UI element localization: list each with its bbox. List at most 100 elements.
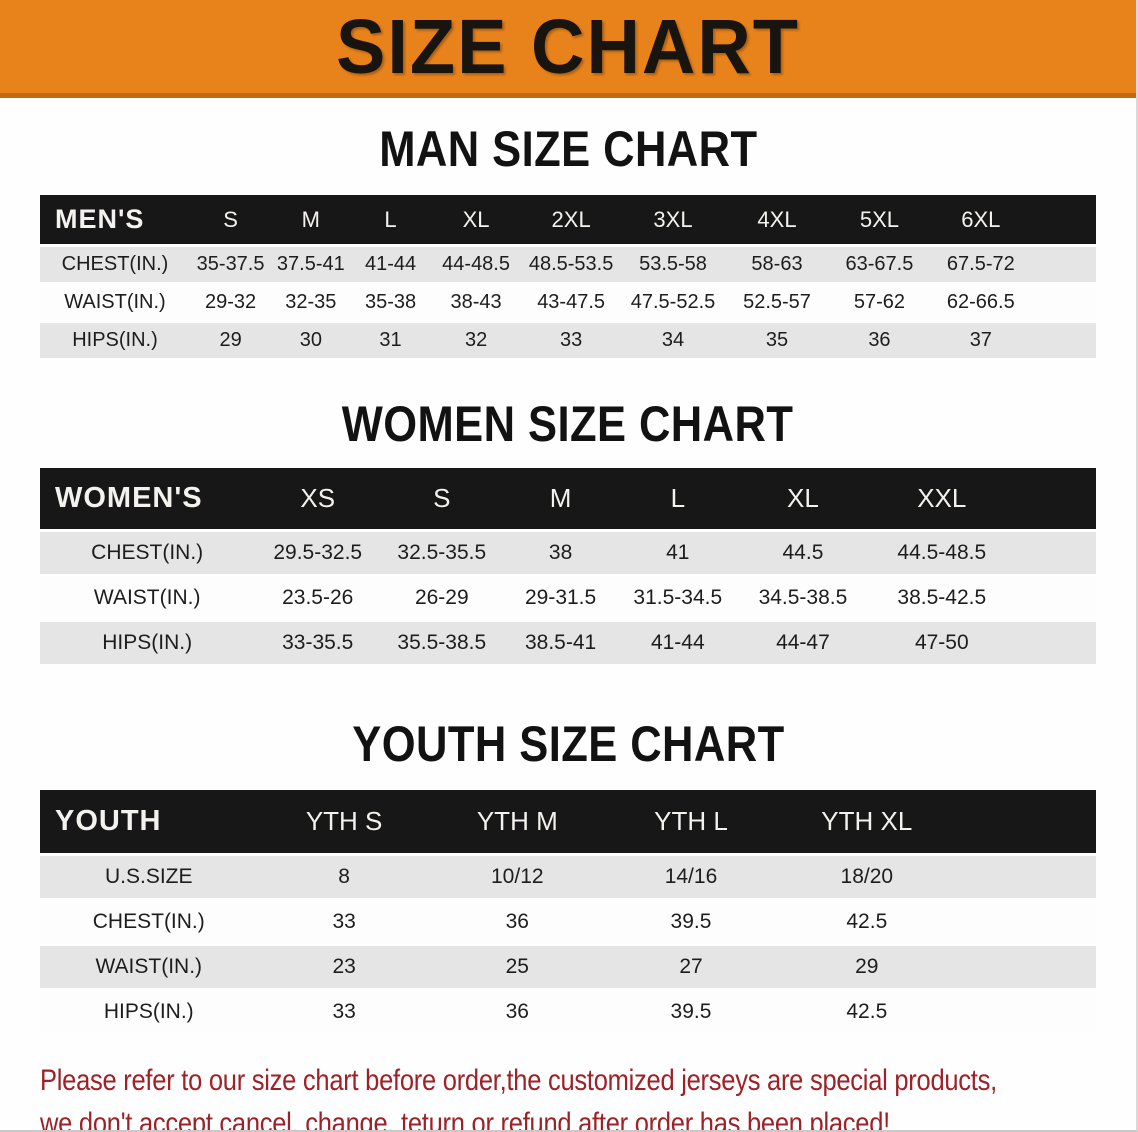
size-value: 14/16 — [603, 856, 779, 898]
table-row: WAIST(IN.) 23 25 27 29 — [40, 946, 1096, 988]
filler-cell — [955, 856, 1096, 898]
size-column-header: 5XL — [828, 195, 931, 244]
disclaimer-line-1: Please refer to our size chart before or… — [40, 1064, 997, 1097]
row-label: CHEST(IN.) — [40, 247, 190, 282]
table-row: HIPS(IN.) 33-35.5 35.5-38.5 38.5-41 41-44 44-… — [40, 622, 1096, 664]
filler-cell — [955, 946, 1096, 988]
size-column-header: YTH S — [257, 790, 431, 853]
size-value: 29 — [778, 946, 956, 988]
size-value: 44-47 — [736, 622, 869, 664]
size-value: 35.5-38.5 — [381, 622, 503, 664]
size-value: 36 — [430, 991, 604, 1033]
size-value: 10/12 — [430, 856, 604, 898]
size-column-header: XXL — [868, 468, 1015, 529]
size-value: 38-43 — [430, 285, 522, 320]
table-row: HIPS(IN.) 33 36 39.5 42.5 — [40, 991, 1096, 1033]
size-value: 29-32 — [189, 285, 272, 320]
row-label: HIPS(IN.) — [40, 622, 255, 664]
size-value: 23 — [257, 946, 431, 988]
size-value: 38 — [502, 532, 619, 574]
men-section-title: MAN SIZE CHART — [378, 121, 758, 177]
filler-cell — [1031, 285, 1096, 320]
men-size-section: MAN SIZE CHART MEN'S S M L XL 2XL 3XL 4XL 5XL 6XL… — [0, 124, 1136, 361]
table-header-row: WOMEN'S XS S M L XL XXL — [40, 468, 1096, 529]
youth-section-title: YOUTH SIZE CHART — [351, 716, 785, 772]
page-title: SIZE CHART — [336, 2, 800, 90]
size-column-header: XL — [430, 195, 522, 244]
size-value: 32-35 — [271, 285, 351, 320]
size-column-header: S — [381, 468, 503, 529]
men-size-table: MEN'S S M L XL 2XL 3XL 4XL 5XL 6XL CHEST(IN.) 35-37… — [40, 192, 1096, 361]
size-value: 48.5-53.5 — [521, 247, 621, 282]
filler-cell — [1031, 195, 1096, 244]
size-column-header: L — [618, 468, 737, 529]
size-column-header: L — [350, 195, 431, 244]
table-header-label: YOUTH — [40, 790, 258, 853]
filler-cell — [1031, 247, 1096, 282]
size-value: 47.5-52.5 — [620, 285, 726, 320]
filler-cell — [955, 790, 1096, 853]
size-value: 33-35.5 — [254, 622, 382, 664]
row-label: U.S.SIZE — [40, 856, 258, 898]
size-value: 32.5-35.5 — [381, 532, 503, 574]
disclaimer-line-2: we don't accept cancel, change, teturn o… — [40, 1107, 890, 1132]
women-section-title: WOMEN SIZE CHART — [342, 396, 794, 452]
size-column-header: YTH L — [603, 790, 779, 853]
table-row: CHEST(IN.) 33 36 39.5 42.5 — [40, 901, 1096, 943]
row-label: WAIST(IN.) — [40, 946, 258, 988]
youth-size-table: YOUTH YTH S YTH M YTH L YTH XL U.S.SIZE 8 10/12… — [40, 787, 1096, 1036]
size-column-header: M — [271, 195, 351, 244]
size-value: 29 — [189, 323, 272, 358]
size-value: 30 — [271, 323, 351, 358]
size-value: 35-37.5 — [189, 247, 272, 282]
size-value: 32 — [430, 323, 522, 358]
size-value: 27 — [603, 946, 779, 988]
size-column-header: XS — [254, 468, 382, 529]
women-size-section: WOMEN SIZE CHART WOMEN'S XS S M L XL XXL CHEST(… — [0, 399, 1136, 667]
size-value: 29-31.5 — [502, 577, 619, 619]
size-value: 62-66.5 — [930, 285, 1032, 320]
filler-cell — [955, 991, 1096, 1033]
size-value: 38.5-42.5 — [868, 577, 1015, 619]
filler-cell — [955, 901, 1096, 943]
row-label: WAIST(IN.) — [40, 285, 190, 320]
size-value: 33 — [257, 901, 431, 943]
disclaimer: Please refer to our size chart before or… — [40, 1064, 1106, 1132]
size-value: 44-48.5 — [430, 247, 522, 282]
size-value: 43-47.5 — [521, 285, 621, 320]
youth-size-section: YOUTH SIZE CHART YOUTH YTH S YTH M YTH L YTH… — [0, 719, 1136, 1036]
size-value: 53.5-58 — [620, 247, 726, 282]
row-label: WAIST(IN.) — [40, 577, 255, 619]
size-value: 63-67.5 — [828, 247, 931, 282]
size-value: 33 — [521, 323, 621, 358]
size-value: 58-63 — [725, 247, 829, 282]
size-value: 38.5-41 — [502, 622, 619, 664]
size-value: 37 — [930, 323, 1032, 358]
size-value: 41-44 — [618, 622, 737, 664]
men-table-wrapper: MEN'S S M L XL 2XL 3XL 4XL 5XL 6XL CHEST(IN.) 35-37… — [0, 192, 1136, 361]
size-value: 39.5 — [603, 991, 779, 1033]
size-column-header: XL — [736, 468, 869, 529]
banner: SIZE CHART — [0, 0, 1136, 98]
youth-table-wrapper: YOUTH YTH S YTH M YTH L YTH XL U.S.SIZE 8 10/12… — [0, 787, 1136, 1036]
size-column-header: S — [189, 195, 272, 244]
size-value: 36 — [430, 901, 604, 943]
table-row: HIPS(IN.) 29 30 31 32 33 34 35 36 37 — [40, 323, 1096, 358]
size-value: 42.5 — [778, 901, 956, 943]
size-column-header: 6XL — [930, 195, 1032, 244]
size-value: 25 — [430, 946, 604, 988]
size-value: 29.5-32.5 — [254, 532, 382, 574]
size-value: 35 — [725, 323, 829, 358]
size-value: 31 — [350, 323, 431, 358]
table-row: U.S.SIZE 8 10/12 14/16 18/20 — [40, 856, 1096, 898]
table-header-label: MEN'S — [40, 195, 190, 244]
row-label: HIPS(IN.) — [40, 991, 258, 1033]
size-value: 36 — [828, 323, 931, 358]
row-label: CHEST(IN.) — [40, 901, 258, 943]
size-value: 44.5-48.5 — [868, 532, 1015, 574]
size-column-header: 2XL — [521, 195, 621, 244]
filler-cell — [1014, 577, 1096, 619]
table-row: CHEST(IN.) 35-37.5 37.5-41 41-44 44-48.5 48.5… — [40, 247, 1096, 282]
size-value: 23.5-26 — [254, 577, 382, 619]
